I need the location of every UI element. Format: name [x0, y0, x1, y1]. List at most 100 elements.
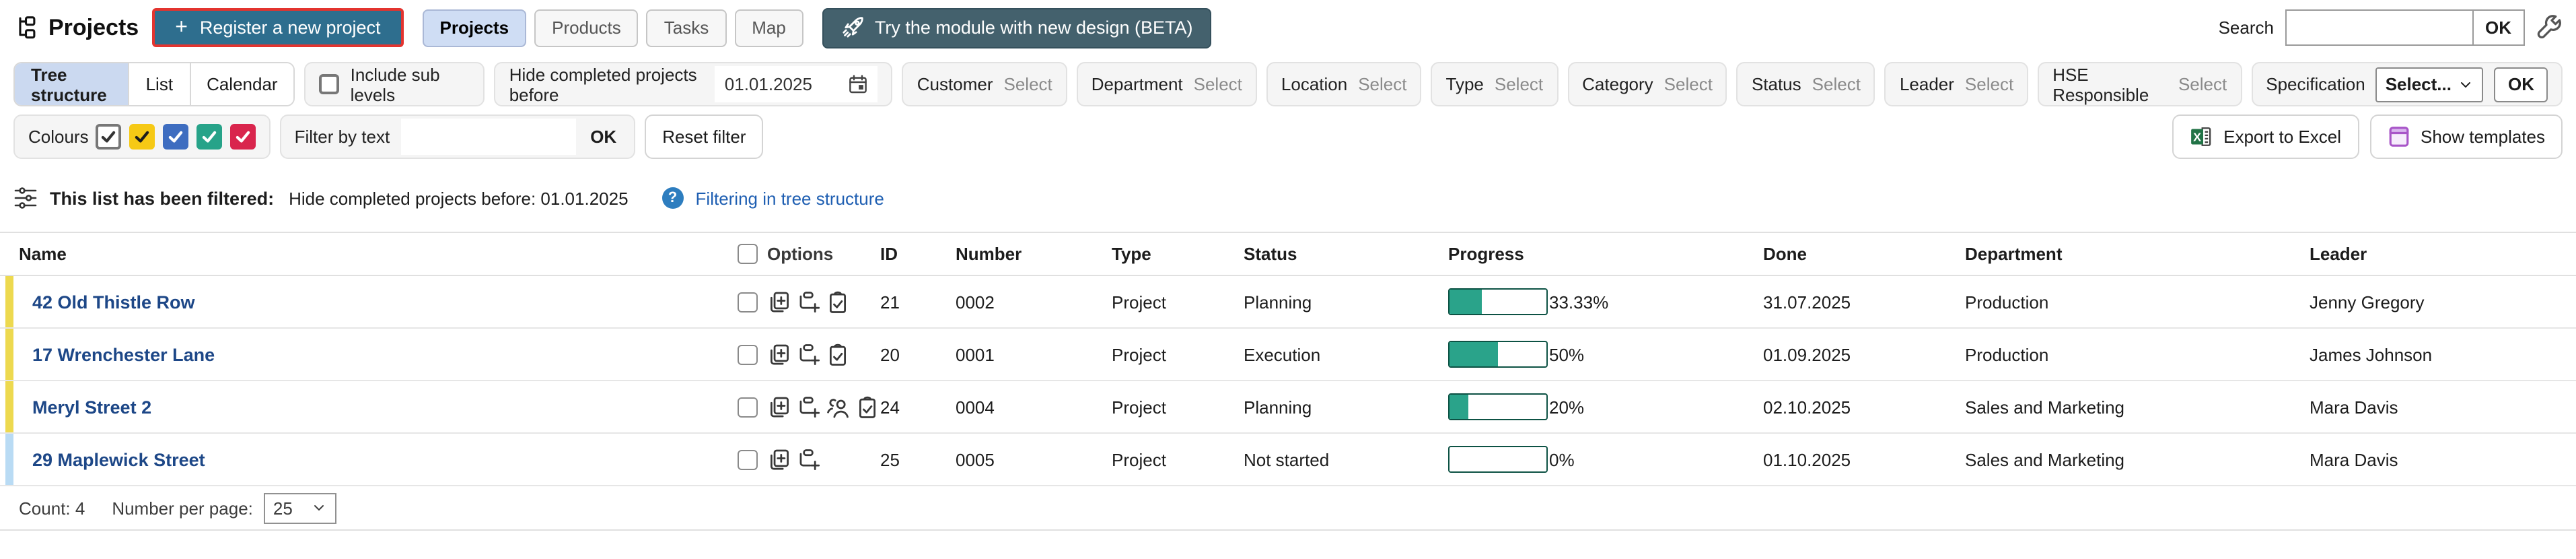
tab-tasks[interactable]: Tasks: [646, 9, 727, 46]
cell-type: Project: [1112, 344, 1166, 364]
filtering-in-tree-structure-link[interactable]: Filtering in tree structure: [695, 188, 884, 208]
filter-category[interactable]: Category Select: [1567, 62, 1727, 106]
progress-bar: [1448, 288, 1548, 315]
column-header-progress[interactable]: Progress: [1448, 244, 1524, 264]
reset-filter-button[interactable]: Reset filter: [645, 114, 764, 159]
row-checkbox[interactable]: [738, 449, 758, 469]
check-icon: [234, 128, 252, 145]
per-page-select[interactable]: 25: [263, 492, 337, 523]
cell-progress: 20%: [1448, 393, 1763, 420]
specification-select[interactable]: Select...: [2375, 67, 2484, 102]
specification-label: Specification: [2266, 74, 2365, 94]
cell-id: 24: [880, 397, 900, 417]
wrench-icon[interactable]: [2536, 14, 2563, 41]
column-header-type[interactable]: Type: [1112, 244, 1151, 264]
register-new-project-button[interactable]: + Register a new project: [152, 8, 404, 47]
tab-map[interactable]: Map: [734, 9, 803, 46]
view-tab-list[interactable]: List: [129, 63, 191, 105]
filter-department[interactable]: Department Select: [1076, 62, 1257, 106]
cell-number: 0005: [956, 449, 995, 469]
add-subproject-icon[interactable]: [797, 343, 820, 366]
hide-completed-date-input[interactable]: [724, 74, 824, 94]
checklist-icon[interactable]: [826, 343, 849, 366]
check-icon: [167, 128, 184, 145]
cell-number: 0004: [956, 397, 995, 417]
try-new-design-button[interactable]: Try the module with new design (BETA): [822, 7, 1212, 48]
column-header-id[interactable]: ID: [880, 244, 898, 264]
row-checkbox[interactable]: [738, 344, 758, 364]
column-header-department[interactable]: Department: [1965, 244, 2063, 264]
view-tab-calendar[interactable]: Calendar: [190, 63, 294, 105]
tab-projects[interactable]: Projects: [422, 9, 527, 46]
excel-icon: [2190, 125, 2213, 148]
filter-sliders-icon: [13, 186, 38, 210]
project-name-link[interactable]: Meryl Street 2: [32, 397, 152, 417]
project-name-link[interactable]: 17 Wrenchester Lane: [32, 344, 215, 364]
table-row: 29 Maplewick Street 25 0005 Project Not …: [0, 434, 2576, 486]
export-to-excel-button[interactable]: Export to Excel: [2172, 114, 2359, 159]
row-checkbox[interactable]: [738, 397, 758, 417]
filter-type[interactable]: Type Select: [1431, 62, 1559, 106]
column-header-name[interactable]: Name: [19, 244, 67, 264]
filtered-banner: This list has been filtered: Hide comple…: [0, 182, 2576, 214]
filter-text-ok-button[interactable]: OK: [590, 127, 617, 147]
search-ok-button[interactable]: OK: [2472, 11, 2524, 44]
filter-location[interactable]: Location Select: [1266, 62, 1422, 106]
count-label: Count: 4: [19, 498, 85, 518]
duplicate-icon[interactable]: [767, 448, 790, 471]
row-checkbox[interactable]: [738, 292, 758, 312]
cell-id: 20: [880, 344, 900, 364]
colour-checkbox-red[interactable]: [229, 124, 256, 150]
filter-toolbar: Tree structure List Calendar Include sub…: [0, 62, 2576, 106]
project-name-link[interactable]: 42 Old Thistle Row: [32, 292, 195, 312]
checklist-icon[interactable]: [856, 395, 879, 418]
cell-type: Project: [1112, 449, 1166, 469]
cell-leader: Mara Davis: [2310, 397, 2398, 417]
duplicate-icon[interactable]: [767, 395, 790, 418]
cell-done: 01.09.2025: [1763, 344, 1851, 364]
colours-group: Colours: [13, 114, 271, 159]
select-all-checkbox[interactable]: [738, 244, 758, 264]
view-tab-tree-structure[interactable]: Tree structure: [15, 63, 130, 105]
members-icon[interactable]: [826, 395, 849, 418]
colour-checkbox-default[interactable]: [95, 124, 121, 150]
project-name-link[interactable]: 29 Maplewick Street: [32, 449, 205, 469]
add-subproject-icon[interactable]: [797, 448, 820, 471]
duplicate-icon[interactable]: [767, 290, 790, 313]
search-area: Search OK: [2219, 9, 2563, 46]
filter-status[interactable]: Status Select: [1736, 62, 1875, 106]
show-templates-button[interactable]: Show templates: [2369, 114, 2563, 159]
help-icon[interactable]: ?: [661, 187, 684, 209]
page-title: Projects: [48, 14, 139, 40]
colour-checkbox-blue[interactable]: [162, 124, 188, 150]
filter-by-text-input[interactable]: [400, 119, 576, 155]
cell-id: 25: [880, 449, 900, 469]
include-sub-levels-checkbox[interactable]: [319, 74, 340, 94]
duplicate-icon[interactable]: [767, 343, 790, 366]
calendar-icon[interactable]: [849, 74, 869, 94]
filter-leader[interactable]: Leader Select: [1884, 62, 2029, 106]
check-icon: [100, 128, 117, 145]
tab-products[interactable]: Products: [534, 9, 639, 46]
column-header-status[interactable]: Status: [1244, 244, 1297, 264]
search-input[interactable]: [2286, 11, 2472, 44]
cell-done: 31.07.2025: [1763, 292, 1851, 312]
cell-type: Project: [1112, 292, 1166, 312]
toolbar-right-buttons: Export to Excel Show templates: [2172, 114, 2563, 159]
register-button-label: Register a new project: [199, 18, 381, 38]
filter-hse-responsible[interactable]: HSE Responsible Select: [2038, 62, 2242, 106]
colour-checkbox-green[interactable]: [196, 124, 222, 150]
add-subproject-icon[interactable]: [797, 395, 820, 418]
projects-table: Name Options ID Number Type Status Progr…: [0, 232, 2576, 531]
check-icon: [133, 128, 151, 145]
filter-customer[interactable]: Customer Select: [902, 62, 1067, 106]
cell-progress: 0%: [1448, 446, 1763, 473]
cell-progress: 50%: [1448, 341, 1763, 368]
colour-checkbox-yellow[interactable]: [129, 124, 155, 150]
checklist-icon[interactable]: [826, 290, 849, 313]
column-header-number[interactable]: Number: [956, 244, 1022, 264]
column-header-done[interactable]: Done: [1763, 244, 1807, 264]
column-header-leader[interactable]: Leader: [2310, 244, 2367, 264]
add-subproject-icon[interactable]: [797, 290, 820, 313]
specification-ok-button[interactable]: OK: [2494, 67, 2548, 102]
